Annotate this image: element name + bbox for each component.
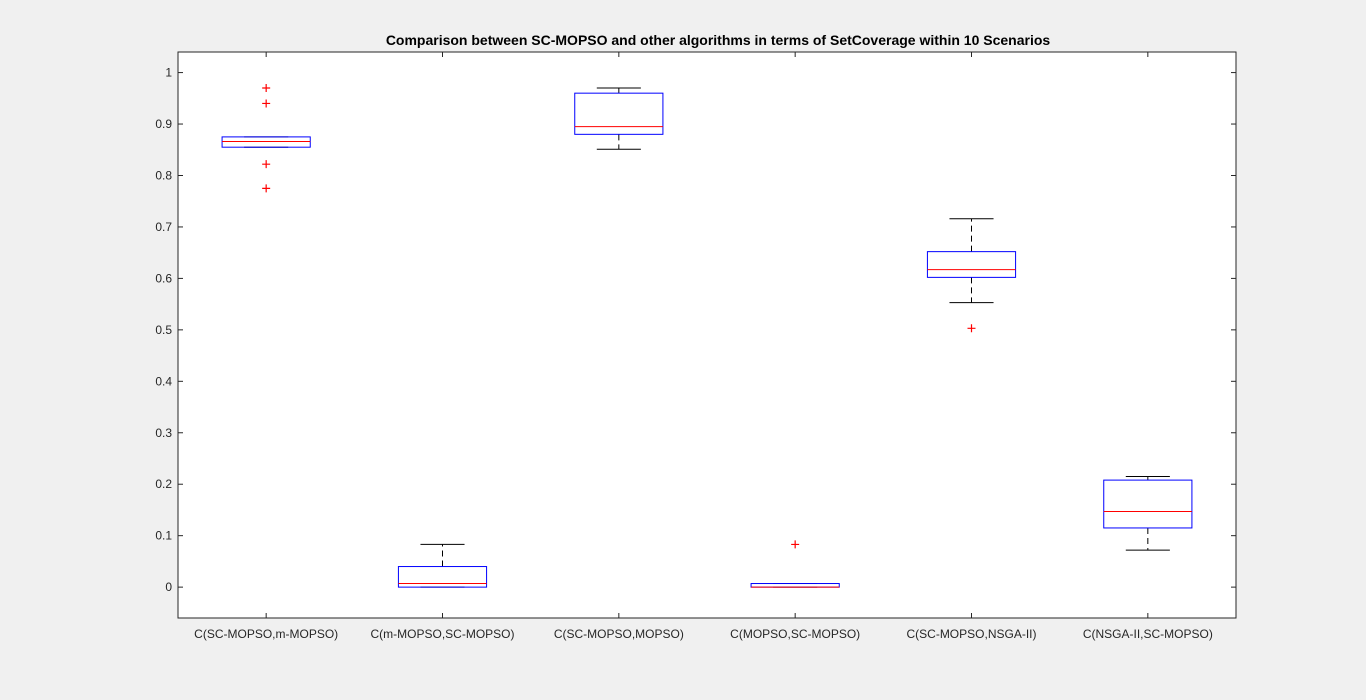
y-tick-label: 1 bbox=[165, 66, 172, 80]
y-tick-label: 0.8 bbox=[155, 168, 172, 182]
y-tick-label: 0.7 bbox=[155, 220, 172, 234]
outlier-marker bbox=[791, 540, 800, 549]
x-tick-label: C(MOPSO,SC-MOPSO) bbox=[730, 627, 860, 641]
chart-marks: 0 0.1 0.2 0.3 0.4 0.5 0.6 0.7 0.8 0.9 1 C(SC-MOPSO,… bbox=[155, 52, 1236, 641]
y-tick-label: 0 bbox=[165, 580, 172, 594]
y-tick-label: 0.9 bbox=[155, 117, 172, 131]
outlier-marker bbox=[262, 84, 271, 93]
y-tick-label: 0.5 bbox=[155, 323, 172, 337]
x-tick-label: C(m-MOPSO,SC-MOPSO) bbox=[371, 627, 515, 641]
outlier-marker bbox=[262, 99, 271, 108]
box bbox=[926, 251, 1017, 278]
x-tick-label: C(SC-MOPSO,m-MOPSO) bbox=[194, 627, 338, 641]
outlier-marker bbox=[967, 324, 976, 333]
box bbox=[574, 92, 664, 135]
plot-area bbox=[178, 52, 1236, 618]
x-tick-label: C(SC-MOPSO,NSGA-II) bbox=[906, 627, 1036, 641]
box bbox=[1103, 479, 1193, 529]
chart-title: Comparison between SC-MOPSO and other al… bbox=[386, 32, 1051, 48]
outlier-marker bbox=[262, 184, 271, 193]
y-tick-label: 0.1 bbox=[155, 529, 172, 543]
axes-frame bbox=[177, 51, 1237, 619]
y-tick-label: 0.3 bbox=[155, 426, 172, 440]
outlier-marker bbox=[262, 160, 271, 169]
x-tick-label: C(SC-MOPSO,MOPSO) bbox=[554, 627, 684, 641]
y-tick-label: 0.2 bbox=[155, 477, 172, 491]
x-tick-label: C(NSGA-II,SC-MOPSO) bbox=[1083, 627, 1213, 641]
y-tick-label: 0.6 bbox=[155, 271, 172, 285]
box bbox=[221, 136, 311, 148]
box bbox=[397, 566, 488, 588]
y-tick-label: 0.4 bbox=[155, 374, 172, 388]
